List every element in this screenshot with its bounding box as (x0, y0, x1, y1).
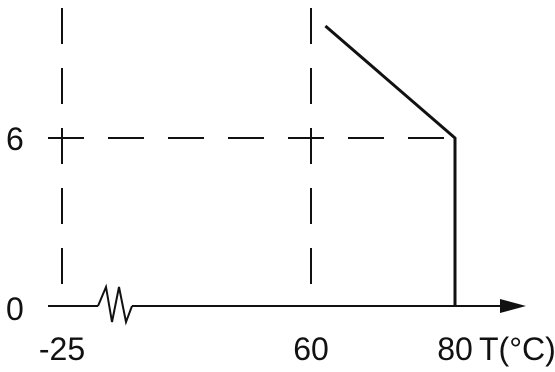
x-axis-arrow-icon (500, 299, 526, 313)
axes (48, 283, 526, 326)
x-axis-label: T(°C) (479, 331, 555, 367)
series-group (324, 24, 457, 306)
x-tick-label-minus25: -25 (39, 331, 85, 367)
x-axis-break-mark (97, 283, 133, 326)
y-tick-label-6: 6 (6, 121, 24, 157)
dashed-reference-lines (48, 8, 455, 306)
tick-labels: 0 6 -25 60 80 (6, 121, 473, 367)
x-tick-label-60: 60 (293, 331, 329, 367)
series-line (324, 24, 457, 306)
x-tick-label-80: 80 (437, 331, 473, 367)
y-tick-label-0: 0 (6, 291, 24, 327)
